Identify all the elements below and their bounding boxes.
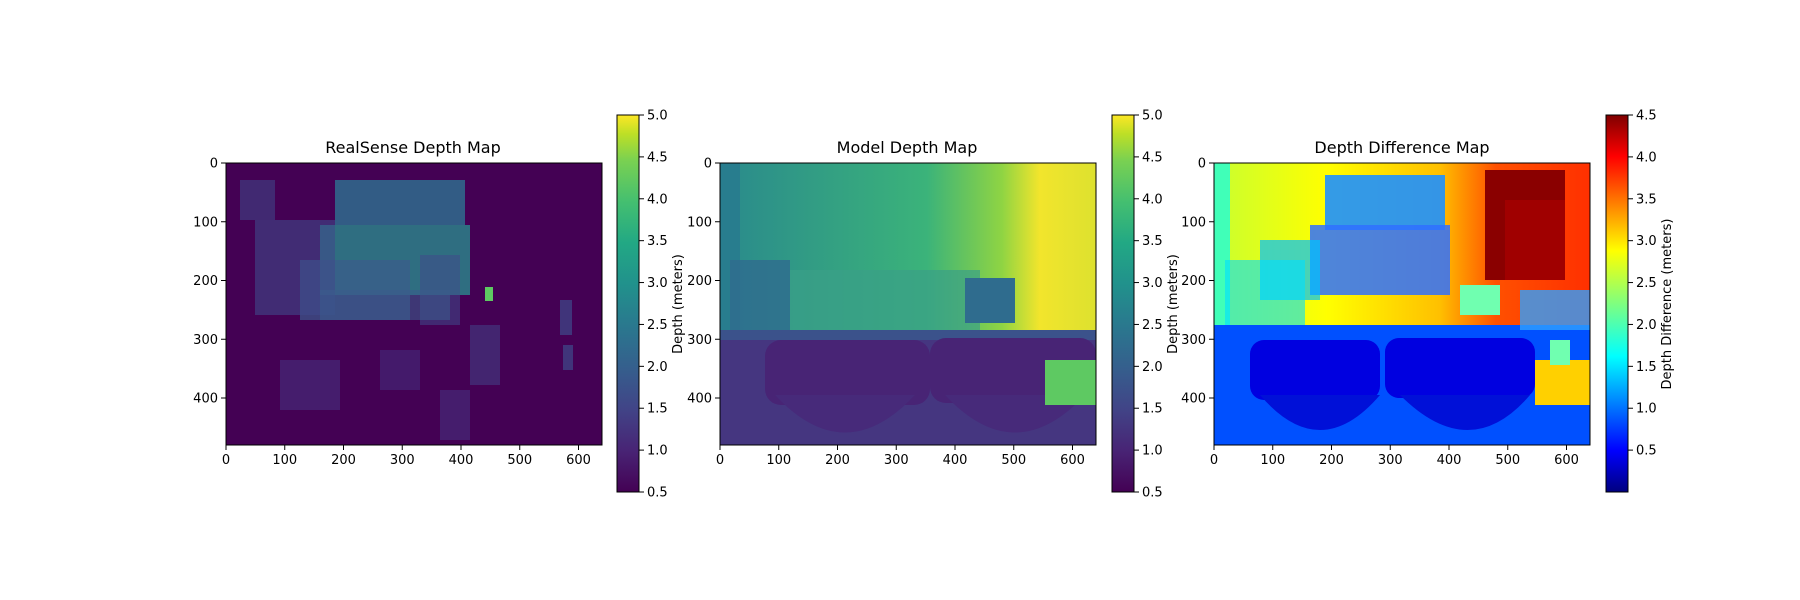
y-tick-label: 200 <box>687 274 712 289</box>
colorbar-tick-label: 0.5 <box>647 486 668 501</box>
x-tick-label: 200 <box>1319 453 1344 468</box>
colorbar-tick-label: 1.0 <box>647 444 668 459</box>
difference-y-axis: 0 100 200 300 400 <box>1181 157 1214 407</box>
colorbar-tick-label: 4.5 <box>1636 109 1657 124</box>
colorbar-tick-label: 4.0 <box>1142 192 1163 207</box>
x-tick-label: 600 <box>566 453 591 468</box>
realsense-axes-frame <box>225 162 603 446</box>
x-tick-label: 0 <box>716 453 724 468</box>
model-colorbar-ticks: 0.5 1.0 1.5 2.0 2.5 3.0 3.5 4.0 4.5 5.0 <box>1134 109 1163 501</box>
colorbar-tick-label: 4.0 <box>1636 150 1657 165</box>
x-tick-label: 400 <box>1437 453 1462 468</box>
colorbar-tick-label: 0.5 <box>1142 486 1163 501</box>
x-tick-label: 500 <box>1495 453 1520 468</box>
colorbar-tick-label: 4.0 <box>647 192 668 207</box>
difference-image <box>1214 163 1590 445</box>
model-y-axis: 0 100 200 300 400 <box>687 157 720 407</box>
colorbar-tick-label: 1.5 <box>647 402 668 417</box>
x-tick-label: 100 <box>272 453 297 468</box>
y-tick-label: 300 <box>193 333 218 348</box>
colorbar-tick-label: 2.0 <box>1636 318 1657 333</box>
colorbar-tick-label: 0.5 <box>1636 444 1657 459</box>
x-tick-label: 0 <box>222 453 230 468</box>
realsense-title: RealSense Depth Map <box>325 138 500 157</box>
y-tick-label: 0 <box>210 157 218 172</box>
model-image <box>720 163 1096 445</box>
difference-colorbar-ticks: 0.5 1.0 1.5 2.0 2.5 3.0 3.5 4.0 4.5 <box>1628 109 1657 459</box>
y-tick-label: 200 <box>1181 274 1206 289</box>
x-tick-label: 400 <box>449 453 474 468</box>
x-tick-label: 600 <box>1060 453 1085 468</box>
y-tick-label: 300 <box>687 333 712 348</box>
x-tick-label: 500 <box>1001 453 1026 468</box>
model-axes-frame <box>719 162 1097 446</box>
x-tick-label: 400 <box>943 453 968 468</box>
colorbar-tick-label: 2.5 <box>647 318 668 333</box>
difference-title: Depth Difference Map <box>1314 138 1489 157</box>
realsense-colorbar-label: Depth (meters) <box>671 254 686 354</box>
model-colorbar-label: Depth (meters) <box>1166 254 1181 354</box>
x-tick-label: 600 <box>1554 453 1579 468</box>
difference-panel: Depth Difference Map 0 100 200 300 400 500 600… <box>1181 109 1675 493</box>
colorbar-tick-label: 2.5 <box>1142 318 1163 333</box>
y-tick-label: 0 <box>704 157 712 172</box>
colorbar-tick-label: 5.0 <box>1142 109 1163 124</box>
y-tick-label: 200 <box>193 274 218 289</box>
colorbar-tick-label: 3.0 <box>1142 276 1163 291</box>
y-tick-label: 100 <box>1181 215 1206 230</box>
difference-colorbar <box>1605 114 1629 493</box>
y-tick-label: 400 <box>687 392 712 407</box>
x-tick-label: 300 <box>884 453 909 468</box>
model-x-axis: 0 100 200 300 400 500 600 <box>716 445 1085 468</box>
x-tick-label: 300 <box>390 453 415 468</box>
colorbar-tick-label: 4.5 <box>647 150 668 165</box>
x-tick-label: 200 <box>825 453 850 468</box>
y-tick-label: 100 <box>193 215 218 230</box>
colorbar-tick-label: 1.5 <box>1142 402 1163 417</box>
colorbar-tick-label: 1.5 <box>1636 360 1657 375</box>
model-colorbar <box>1111 114 1135 493</box>
colorbar-tick-label: 2.5 <box>1636 276 1657 291</box>
realsense-colorbar-ticks: 0.5 1.0 1.5 2.0 2.5 3.0 3.5 4.0 4.5 5.0 <box>639 109 668 501</box>
x-tick-label: 200 <box>331 453 356 468</box>
colorbar-tick-label: 4.5 <box>1142 150 1163 165</box>
y-tick-label: 100 <box>687 215 712 230</box>
x-tick-label: 100 <box>766 453 791 468</box>
colorbar-tick-label: 2.0 <box>1142 360 1163 375</box>
y-tick-label: 0 <box>1198 157 1206 172</box>
difference-x-axis: 0 100 200 300 400 500 600 <box>1210 445 1579 468</box>
colorbar-tick-label: 3.5 <box>1142 234 1163 249</box>
colorbar-tick-label: 3.5 <box>647 234 668 249</box>
y-tick-label: 300 <box>1181 333 1206 348</box>
colorbar-tick-label: 3.5 <box>1636 192 1657 207</box>
realsense-x-axis: 0 100 200 300 400 500 600 <box>222 445 591 468</box>
colorbar-tick-label: 1.0 <box>1142 444 1163 459</box>
x-tick-label: 500 <box>507 453 532 468</box>
y-tick-label: 400 <box>1181 392 1206 407</box>
x-tick-label: 300 <box>1378 453 1403 468</box>
realsense-image <box>226 163 602 445</box>
x-tick-label: 0 <box>1210 453 1218 468</box>
model-title: Model Depth Map <box>837 138 978 157</box>
realsense-y-axis: 0 100 200 300 400 <box>193 157 226 407</box>
colorbar-tick-label: 3.0 <box>647 276 668 291</box>
y-tick-label: 400 <box>193 392 218 407</box>
colorbar-tick-label: 1.0 <box>1636 402 1657 417</box>
realsense-colorbar <box>616 114 640 493</box>
x-tick-label: 100 <box>1260 453 1285 468</box>
realsense-panel: RealSense Depth Map 0 100 200 300 400 500 600 … <box>193 109 686 501</box>
colorbar-tick-label: 2.0 <box>647 360 668 375</box>
difference-axes-frame <box>1213 162 1591 446</box>
difference-colorbar-label: Depth Difference (meters) <box>1660 219 1675 390</box>
colorbar-tick-label: 3.0 <box>1636 234 1657 249</box>
colorbar-tick-label: 5.0 <box>647 109 668 124</box>
model-panel: Model Depth Map 0 100 200 300 400 500 600 0 100… <box>687 109 1181 501</box>
